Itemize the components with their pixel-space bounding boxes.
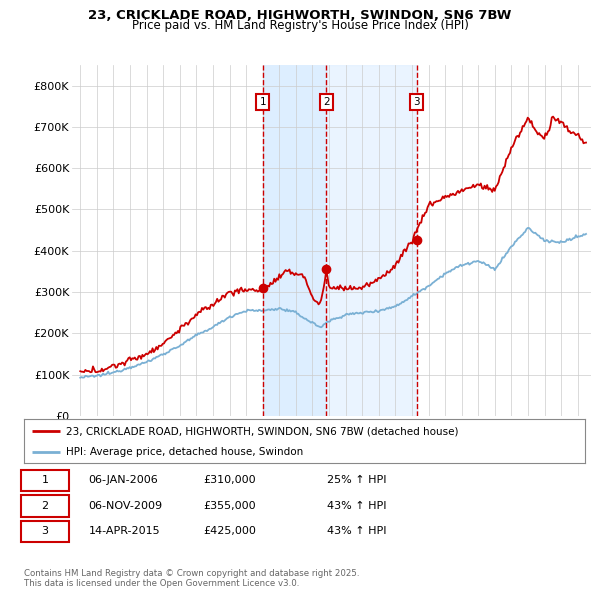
Text: 06-NOV-2009: 06-NOV-2009 xyxy=(89,501,163,511)
FancyBboxPatch shape xyxy=(21,495,69,517)
Text: 25% ↑ HPI: 25% ↑ HPI xyxy=(327,476,386,486)
Text: 23, CRICKLADE ROAD, HIGHWORTH, SWINDON, SN6 7BW: 23, CRICKLADE ROAD, HIGHWORTH, SWINDON, … xyxy=(88,9,512,22)
Text: 14-APR-2015: 14-APR-2015 xyxy=(89,526,160,536)
Bar xyxy=(263,65,326,416)
Text: 1: 1 xyxy=(41,476,49,486)
Text: 3: 3 xyxy=(413,97,420,107)
Text: 23, CRICKLADE ROAD, HIGHWORTH, SWINDON, SN6 7BW (detached house): 23, CRICKLADE ROAD, HIGHWORTH, SWINDON, … xyxy=(66,427,458,436)
FancyBboxPatch shape xyxy=(21,470,69,491)
Text: 43% ↑ HPI: 43% ↑ HPI xyxy=(327,526,386,536)
Text: £425,000: £425,000 xyxy=(203,526,256,536)
FancyBboxPatch shape xyxy=(21,520,69,542)
Text: 2: 2 xyxy=(323,97,330,107)
Text: Contains HM Land Registry data © Crown copyright and database right 2025.
This d: Contains HM Land Registry data © Crown c… xyxy=(24,569,359,588)
Text: 3: 3 xyxy=(41,526,49,536)
Bar xyxy=(326,65,416,416)
Text: 06-JAN-2006: 06-JAN-2006 xyxy=(89,476,158,486)
Text: 2: 2 xyxy=(41,501,49,511)
Text: HPI: Average price, detached house, Swindon: HPI: Average price, detached house, Swin… xyxy=(66,447,304,457)
Text: £355,000: £355,000 xyxy=(203,501,256,511)
Text: 1: 1 xyxy=(260,97,266,107)
Text: £310,000: £310,000 xyxy=(203,476,256,486)
Text: Price paid vs. HM Land Registry's House Price Index (HPI): Price paid vs. HM Land Registry's House … xyxy=(131,19,469,32)
Text: 43% ↑ HPI: 43% ↑ HPI xyxy=(327,501,386,511)
